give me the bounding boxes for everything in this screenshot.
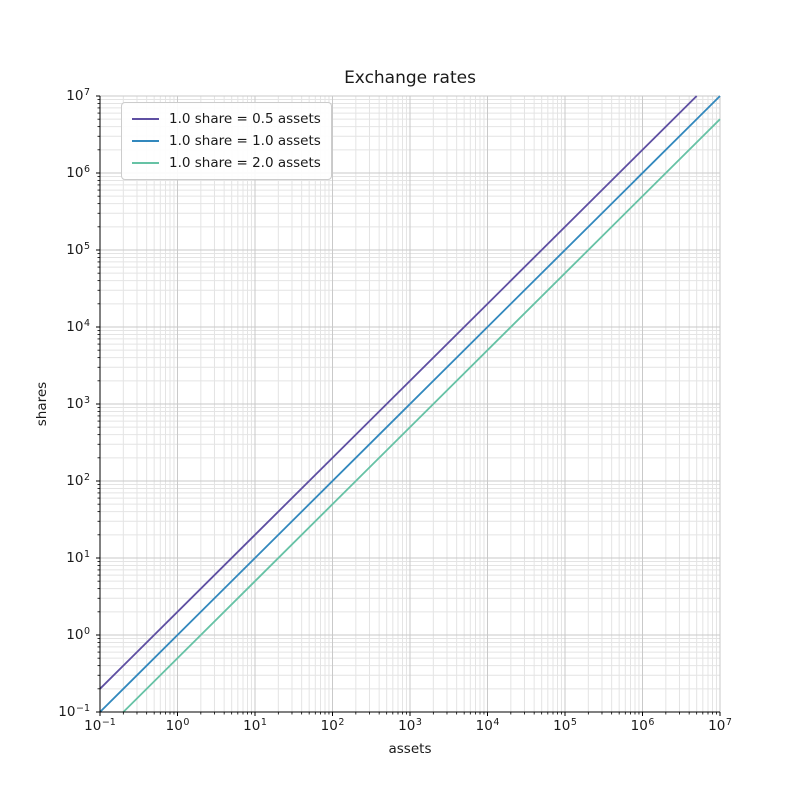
legend-label: 1.0 share = 0.5 assets [169, 111, 321, 127]
grid-major [99, 95, 721, 713]
series-line-1 [99, 95, 721, 713]
x-tick-label: 102 [320, 716, 345, 735]
legend-line-sample [132, 140, 159, 142]
y-tick-label: 105 [66, 240, 90, 259]
series-line-2 [122, 118, 721, 713]
legend-label: 1.0 share = 1.0 assets [169, 133, 321, 149]
x-tick-label: 103 [398, 716, 422, 735]
x-axis-label: assets [388, 741, 432, 757]
legend-line-sample [132, 118, 159, 120]
y-tick-label: 103 [66, 394, 90, 413]
x-tick-label: 105 [553, 716, 577, 735]
y-axis-label: shares [34, 381, 50, 427]
y-tick-label: 107 [66, 86, 90, 105]
y-tick-label: 101 [66, 548, 90, 567]
legend-item: 1.0 share = 0.5 assets [132, 108, 321, 130]
y-tick-label: 106 [66, 163, 90, 182]
y-tick-label: 10−1 [58, 702, 90, 721]
y-tick-label: 102 [66, 471, 90, 490]
y-tick-label: 100 [66, 625, 90, 644]
chart-title: Exchange rates [344, 68, 476, 88]
x-tick-label: 104 [475, 716, 500, 735]
x-tick-label: 106 [630, 716, 655, 735]
x-tick-label: 100 [165, 716, 190, 735]
tick-marks [96, 95, 721, 716]
legend-item: 1.0 share = 1.0 assets [132, 130, 321, 152]
x-tick-label: 107 [708, 716, 732, 735]
x-tick-label: 101 [243, 716, 267, 735]
x-tick-label: 10−1 [84, 716, 116, 735]
series-line-0 [99, 95, 698, 690]
legend-label: 1.0 share = 2.0 assets [169, 155, 321, 171]
legend-line-sample [132, 162, 159, 164]
legend-item: 1.0 share = 2.0 assets [132, 152, 321, 174]
y-tick-label: 104 [66, 317, 90, 336]
legend: 1.0 share = 0.5 assets 1.0 share = 1.0 as… [121, 102, 332, 180]
